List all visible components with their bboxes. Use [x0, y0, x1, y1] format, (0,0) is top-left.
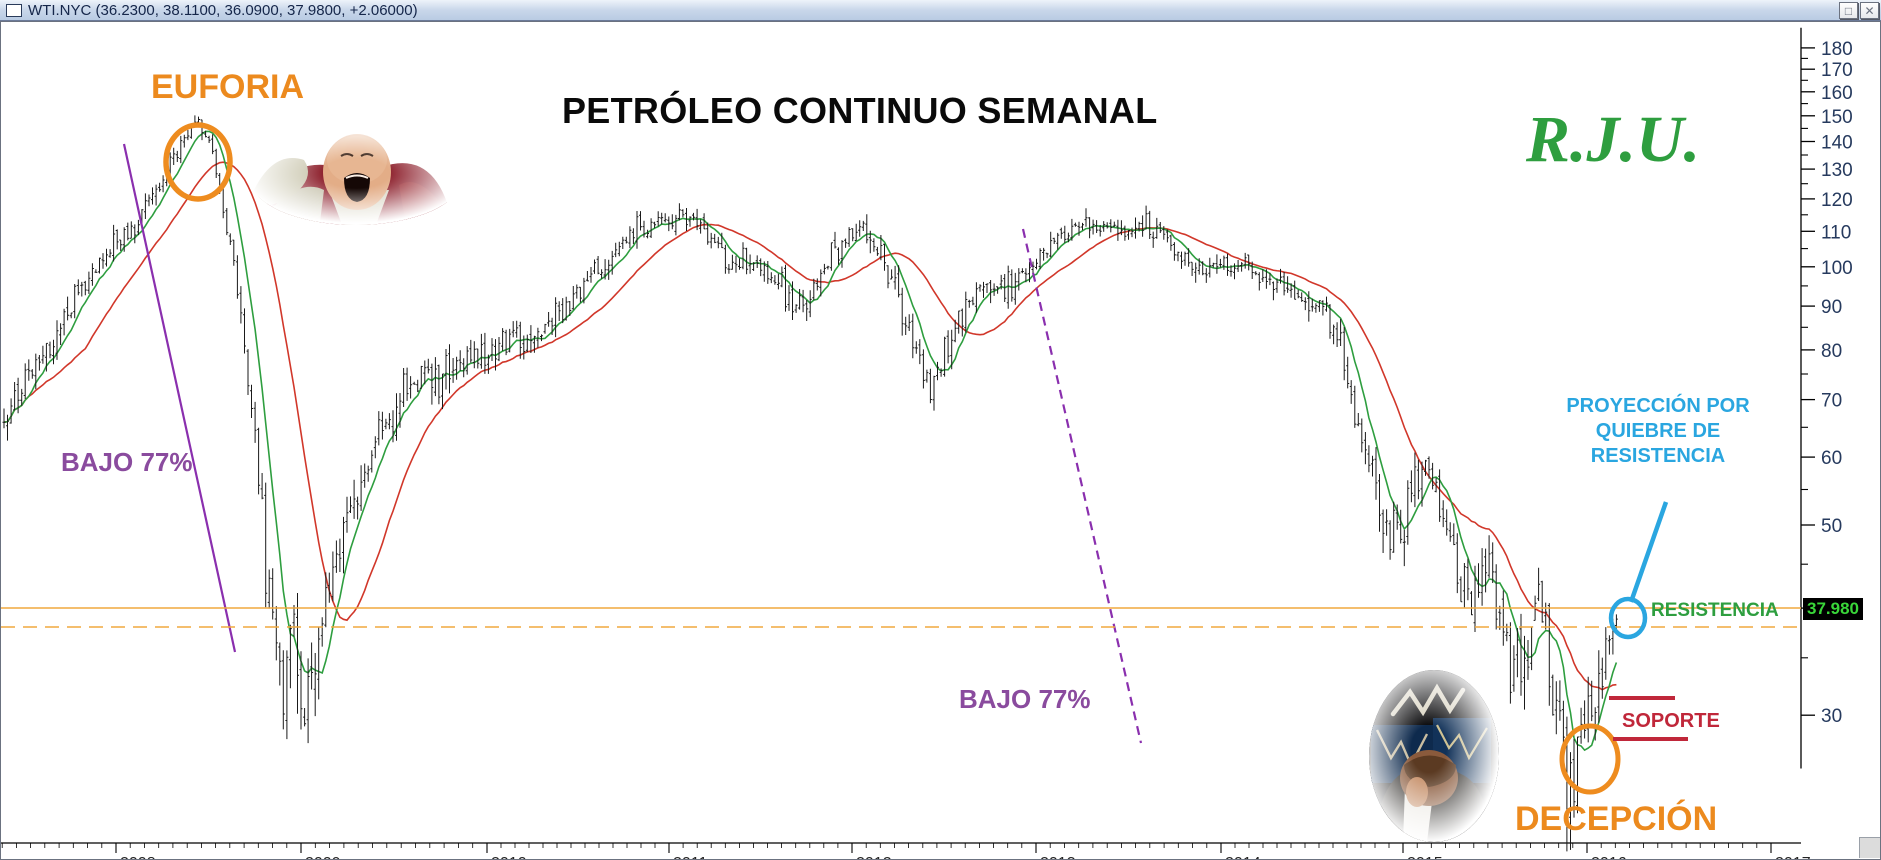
svg-text:70: 70 — [1821, 391, 1842, 412]
svg-text:110: 110 — [1821, 222, 1851, 243]
svg-text:2015: 2015 — [1407, 855, 1443, 860]
svg-text:120: 120 — [1821, 190, 1853, 211]
svg-text:50: 50 — [1821, 516, 1842, 537]
svg-text:2014: 2014 — [1225, 855, 1261, 860]
svg-text:170: 170 — [1821, 60, 1853, 81]
svg-text:100: 100 — [1821, 258, 1853, 279]
svg-text:2009: 2009 — [305, 855, 341, 860]
svg-text:140: 140 — [1821, 133, 1853, 154]
svg-text:130: 130 — [1821, 160, 1853, 181]
svg-text:2011: 2011 — [673, 855, 708, 860]
svg-text:30: 30 — [1821, 706, 1842, 727]
svg-text:2012: 2012 — [856, 855, 892, 860]
svg-text:80: 80 — [1821, 341, 1842, 362]
svg-text:160: 160 — [1821, 83, 1853, 104]
svg-text:180: 180 — [1821, 39, 1853, 60]
svg-text:90: 90 — [1821, 297, 1842, 318]
svg-text:150: 150 — [1821, 107, 1853, 128]
svg-text:2016: 2016 — [1591, 855, 1627, 860]
svg-text:60: 60 — [1821, 448, 1842, 469]
svg-text:2010: 2010 — [491, 855, 527, 860]
svg-text:2017: 2017 — [1775, 855, 1811, 860]
svg-text:2008: 2008 — [120, 855, 156, 860]
